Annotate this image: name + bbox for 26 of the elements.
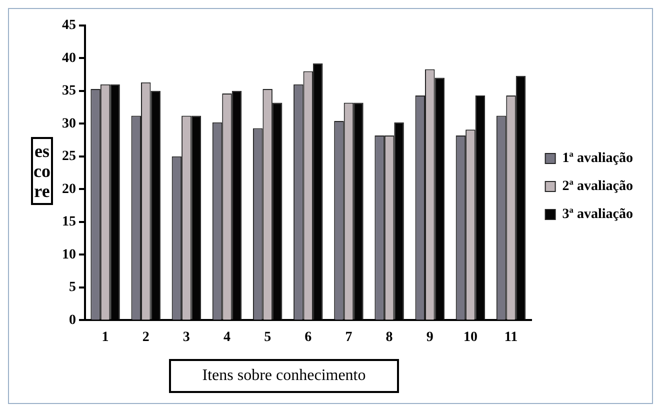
y-axis-title: escore xyxy=(31,137,53,205)
y-tick-label: 35 xyxy=(62,84,76,99)
x-tick-label: 5 xyxy=(264,330,272,346)
x-tick-label: 6 xyxy=(304,330,312,346)
y-tick-label: 25 xyxy=(62,149,76,164)
x-tick-label: 3 xyxy=(182,330,190,346)
x-tick-label: 11 xyxy=(504,330,518,346)
x-tick-label: 4 xyxy=(224,330,231,346)
x-tick-label: 2 xyxy=(142,330,150,346)
x-tick-label: 1 xyxy=(102,330,109,346)
y-tick-label: 20 xyxy=(62,182,76,197)
x-axis-title: Itens sobre conhecimento xyxy=(169,359,399,393)
y-tick-label: 0 xyxy=(69,312,76,328)
x-tick-label: 7 xyxy=(345,330,352,346)
legend-label: 2ª avaliação xyxy=(562,179,634,194)
x-tick-label: 8 xyxy=(386,330,393,346)
y-tick-label: 10 xyxy=(62,247,76,262)
x-tick-label: 10 xyxy=(463,330,478,346)
legend-label: 1ª avaliação xyxy=(562,151,634,166)
x-tick-label: 9 xyxy=(426,330,434,346)
y-tick-label: 45 xyxy=(62,18,76,34)
legend-label: 3ª avaliação xyxy=(562,207,634,222)
y-tick-label: 5 xyxy=(69,280,76,296)
y-tick-label: 30 xyxy=(62,116,76,132)
y-tick-label: 40 xyxy=(62,50,76,66)
y-tick-label: 15 xyxy=(62,214,76,230)
